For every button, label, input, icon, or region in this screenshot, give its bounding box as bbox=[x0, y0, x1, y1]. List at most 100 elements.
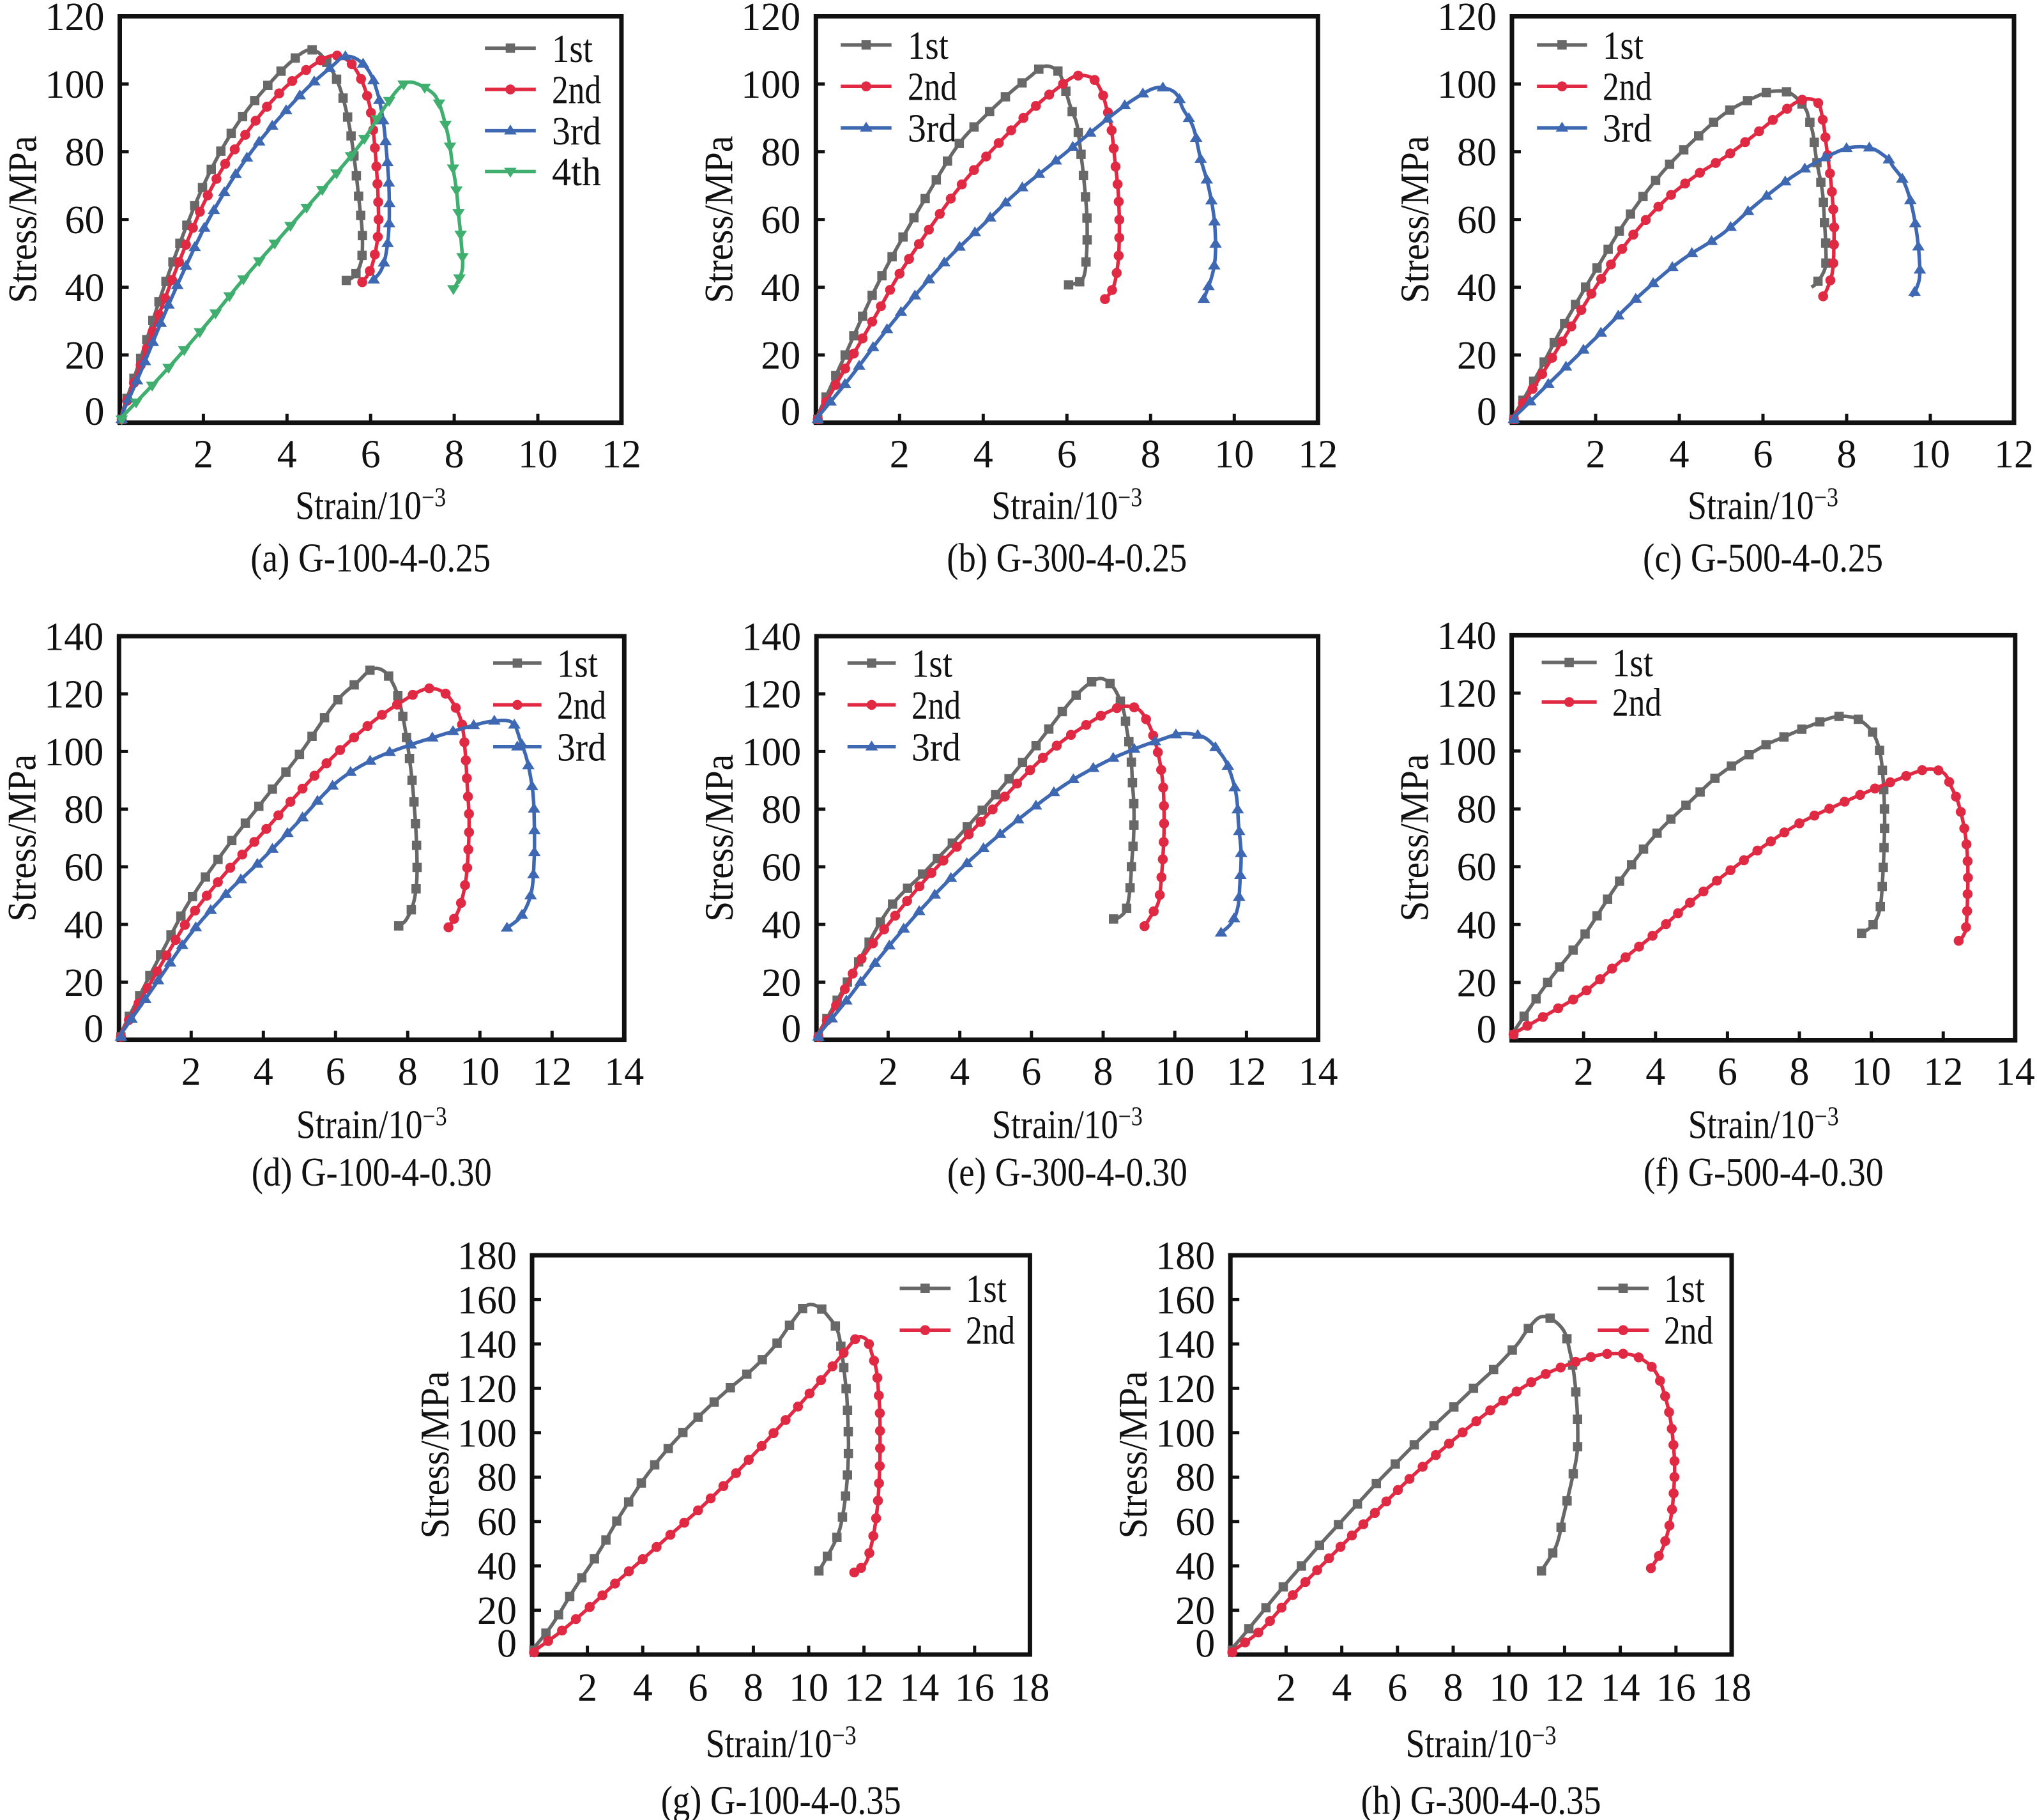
svg-text:60: 60 bbox=[761, 199, 800, 242]
svg-text:(h) G-300-4-0.35: (h) G-300-4-0.35 bbox=[1361, 1778, 1601, 1820]
svg-text:Stress/MPa: Stress/MPa bbox=[697, 754, 742, 922]
svg-text:0: 0 bbox=[497, 1623, 517, 1666]
svg-text:12: 12 bbox=[1545, 1667, 1584, 1710]
svg-text:2nd: 2nd bbox=[908, 66, 957, 109]
svg-text:60: 60 bbox=[1457, 846, 1497, 889]
svg-text:8: 8 bbox=[1837, 433, 1857, 477]
svg-text:180: 180 bbox=[1156, 1235, 1215, 1278]
svg-text:40: 40 bbox=[477, 1545, 517, 1589]
svg-text:60: 60 bbox=[761, 846, 801, 889]
svg-text:12: 12 bbox=[1923, 1050, 1963, 1094]
svg-text:16: 16 bbox=[955, 1667, 995, 1710]
svg-text:(b) G-300-4-0.25: (b) G-300-4-0.25 bbox=[947, 536, 1187, 581]
svg-text:4: 4 bbox=[1332, 1667, 1352, 1710]
svg-text:1st: 1st bbox=[552, 27, 593, 71]
svg-text:Strain/10−3: Strain/10−3 bbox=[296, 1103, 447, 1147]
svg-text:160: 160 bbox=[1156, 1279, 1215, 1322]
svg-text:1st: 1st bbox=[912, 643, 952, 686]
svg-text:40: 40 bbox=[1175, 1545, 1215, 1589]
svg-text:4: 4 bbox=[277, 433, 297, 477]
svg-text:60: 60 bbox=[65, 199, 105, 242]
svg-text:120: 120 bbox=[1437, 0, 1497, 39]
svg-text:0: 0 bbox=[85, 390, 105, 434]
svg-text:12: 12 bbox=[1298, 433, 1338, 477]
svg-text:Strain/10−3: Strain/10−3 bbox=[1688, 1103, 1839, 1147]
svg-text:14: 14 bbox=[899, 1667, 939, 1710]
svg-text:120: 120 bbox=[45, 0, 105, 39]
svg-text:160: 160 bbox=[457, 1279, 517, 1322]
svg-text:1st: 1st bbox=[966, 1267, 1007, 1311]
svg-text:Strain/10−3: Strain/10−3 bbox=[1688, 484, 1838, 528]
svg-text:6: 6 bbox=[1057, 433, 1077, 477]
svg-text:2nd: 2nd bbox=[552, 69, 601, 112]
svg-text:1st: 1st bbox=[1612, 642, 1653, 685]
svg-text:140: 140 bbox=[1437, 615, 1497, 658]
svg-text:3rd: 3rd bbox=[908, 107, 957, 151]
svg-text:Stress/MPa: Stress/MPa bbox=[1392, 136, 1437, 303]
svg-text:140: 140 bbox=[44, 615, 103, 659]
svg-text:2: 2 bbox=[1574, 1050, 1594, 1094]
svg-text:16: 16 bbox=[1656, 1667, 1696, 1710]
svg-text:0: 0 bbox=[84, 1007, 103, 1051]
svg-text:0: 0 bbox=[1477, 1008, 1497, 1051]
svg-text:120: 120 bbox=[741, 0, 800, 39]
svg-text:14: 14 bbox=[1299, 1050, 1338, 1094]
svg-text:180: 180 bbox=[457, 1235, 517, 1278]
svg-text:4: 4 bbox=[973, 433, 993, 477]
svg-text:8: 8 bbox=[445, 433, 464, 477]
svg-text:6: 6 bbox=[361, 433, 381, 477]
svg-text:40: 40 bbox=[1457, 904, 1497, 947]
svg-text:8: 8 bbox=[1444, 1667, 1463, 1710]
svg-text:Stress/MPa: Stress/MPa bbox=[696, 136, 741, 303]
svg-text:20: 20 bbox=[64, 961, 103, 1005]
svg-text:1st: 1st bbox=[1664, 1267, 1705, 1311]
svg-text:Stress/MPa: Stress/MPa bbox=[1111, 1371, 1156, 1538]
svg-text:120: 120 bbox=[44, 673, 103, 717]
svg-text:0: 0 bbox=[1477, 390, 1497, 434]
svg-text:8: 8 bbox=[1790, 1050, 1810, 1094]
svg-text:140: 140 bbox=[1156, 1323, 1215, 1366]
svg-text:14: 14 bbox=[604, 1050, 644, 1094]
svg-text:80: 80 bbox=[64, 788, 103, 832]
svg-text:18: 18 bbox=[1010, 1667, 1049, 1710]
svg-text:14: 14 bbox=[1601, 1667, 1640, 1710]
svg-text:120: 120 bbox=[1156, 1368, 1215, 1411]
svg-text:Stress/MPa: Stress/MPa bbox=[1392, 754, 1437, 921]
svg-text:20: 20 bbox=[65, 334, 105, 378]
svg-text:120: 120 bbox=[742, 673, 801, 717]
svg-text:Stress/MPa: Stress/MPa bbox=[413, 1371, 457, 1538]
svg-text:Strain/10−3: Strain/10−3 bbox=[991, 484, 1142, 528]
svg-text:Stress/MPa: Stress/MPa bbox=[0, 754, 44, 922]
svg-text:(a) G-100-4-0.25: (a) G-100-4-0.25 bbox=[250, 536, 491, 581]
svg-text:40: 40 bbox=[64, 904, 103, 947]
svg-text:100: 100 bbox=[1437, 730, 1497, 774]
svg-text:4: 4 bbox=[1645, 1050, 1665, 1094]
svg-text:4th: 4th bbox=[552, 151, 601, 194]
svg-text:100: 100 bbox=[457, 1412, 517, 1455]
svg-text:10: 10 bbox=[789, 1667, 828, 1710]
svg-text:100: 100 bbox=[742, 731, 801, 774]
svg-text:10: 10 bbox=[1852, 1050, 1891, 1094]
svg-text:14: 14 bbox=[1995, 1050, 2035, 1094]
svg-text:60: 60 bbox=[64, 846, 103, 889]
svg-text:100: 100 bbox=[741, 63, 800, 107]
svg-text:60: 60 bbox=[477, 1501, 517, 1544]
svg-text:4: 4 bbox=[254, 1050, 273, 1094]
svg-text:12: 12 bbox=[602, 433, 641, 477]
svg-text:2nd: 2nd bbox=[912, 684, 961, 728]
svg-text:0: 0 bbox=[1195, 1623, 1215, 1666]
svg-text:20: 20 bbox=[761, 334, 800, 378]
svg-text:120: 120 bbox=[1437, 673, 1497, 716]
svg-text:80: 80 bbox=[477, 1457, 517, 1500]
svg-text:4: 4 bbox=[1670, 433, 1690, 477]
svg-text:Strain/10−3: Strain/10−3 bbox=[706, 1722, 857, 1766]
svg-text:Strain/10−3: Strain/10−3 bbox=[1406, 1722, 1557, 1766]
svg-text:20: 20 bbox=[1175, 1589, 1215, 1633]
svg-text:2: 2 bbox=[194, 433, 213, 477]
svg-text:Strain/10−3: Strain/10−3 bbox=[992, 1103, 1143, 1147]
svg-text:12: 12 bbox=[532, 1050, 572, 1094]
svg-text:100: 100 bbox=[45, 63, 105, 107]
svg-text:1st: 1st bbox=[557, 643, 598, 686]
svg-text:20: 20 bbox=[1457, 334, 1497, 378]
svg-text:2: 2 bbox=[878, 1050, 898, 1094]
